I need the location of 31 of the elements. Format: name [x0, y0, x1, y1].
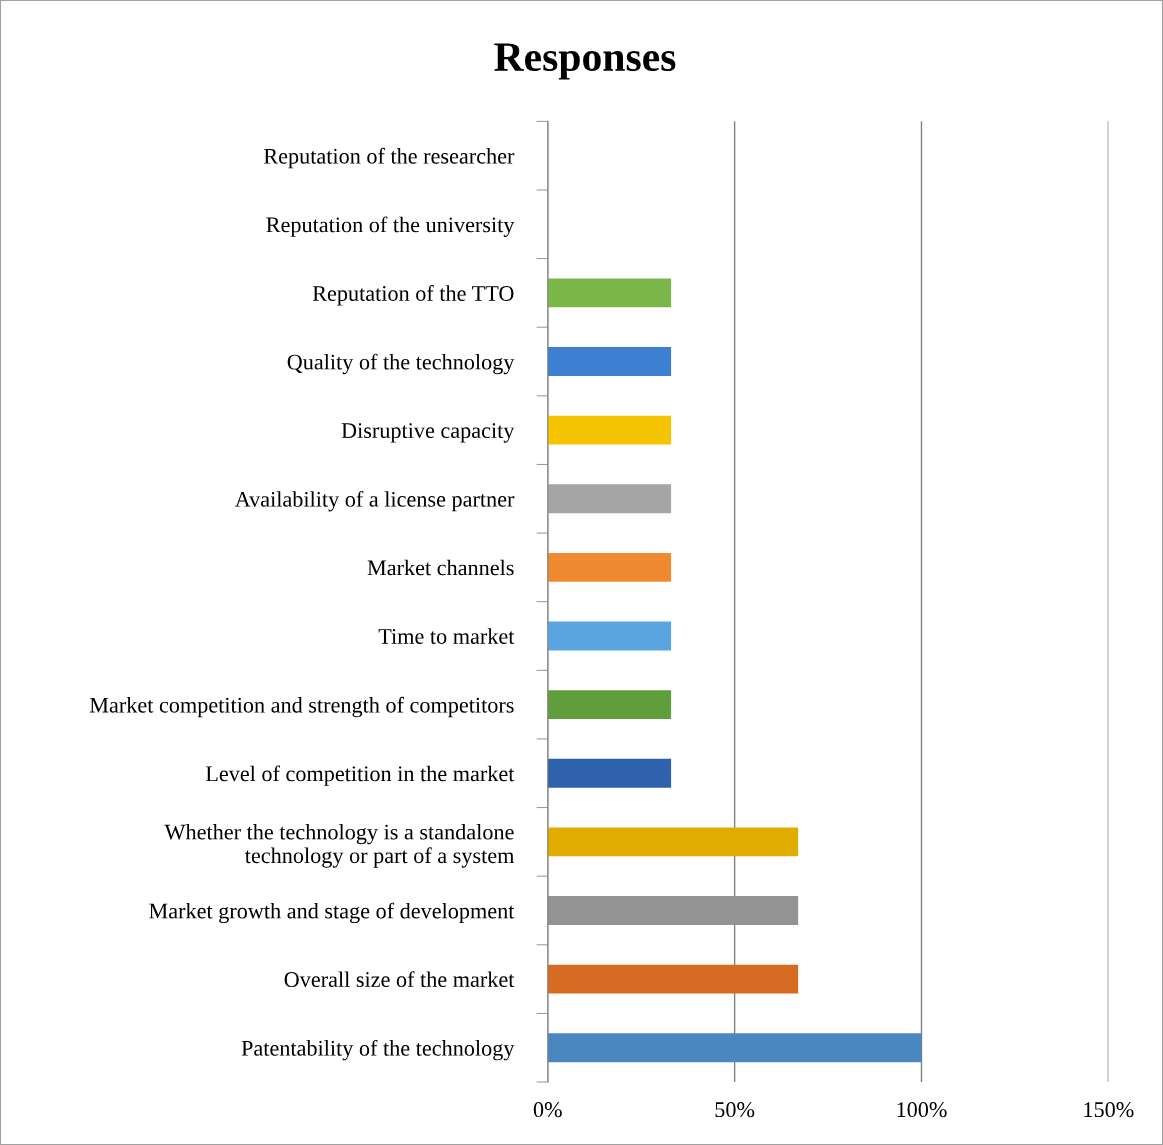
chart-title: Responses — [494, 43, 676, 80]
x-tick-label: 100% — [897, 1102, 947, 1118]
x-tick-label: 0% — [533, 1102, 562, 1118]
bar — [547, 552, 672, 582]
y-tick-label: Reputation of the TTO — [312, 285, 514, 306]
y-tick-label: Level of competition in the market — [205, 765, 515, 786]
bar — [547, 415, 672, 445]
bar — [547, 278, 672, 308]
y-tick-label: Disruptive capacity — [341, 423, 515, 443]
y-tick-label: Market channels — [367, 559, 514, 576]
y-tick-label: Patentability of the technology — [241, 1039, 515, 1061]
bar — [547, 1033, 922, 1063]
x-tick-label: 150% — [1084, 1102, 1134, 1118]
y-tick-label: Reputation of the researcher — [263, 147, 515, 169]
y-tick-label: Overall size of the market — [284, 971, 515, 988]
y-tick-label: Time to market — [378, 628, 515, 644]
bar — [547, 896, 799, 925]
y-tick-label: Reputation of the university — [266, 216, 515, 237]
y-tick-label: Market competition and strength of competitors — [89, 696, 514, 718]
y-tick-label: Quality of the technology — [287, 353, 515, 375]
bar — [547, 964, 799, 994]
y-tick-label: Availability of a license partner — [234, 490, 515, 512]
bar — [547, 690, 672, 720]
bar — [547, 758, 672, 788]
y-tick-label: Market growth and stage of development — [149, 902, 515, 924]
bar — [547, 827, 799, 857]
bar — [547, 484, 672, 514]
y-tick-label: Whether the technology is a standalone technology or part of a system — [164, 823, 515, 868]
bar — [547, 621, 672, 651]
x-tick-label: 50% — [715, 1102, 755, 1118]
bar — [547, 347, 672, 376]
